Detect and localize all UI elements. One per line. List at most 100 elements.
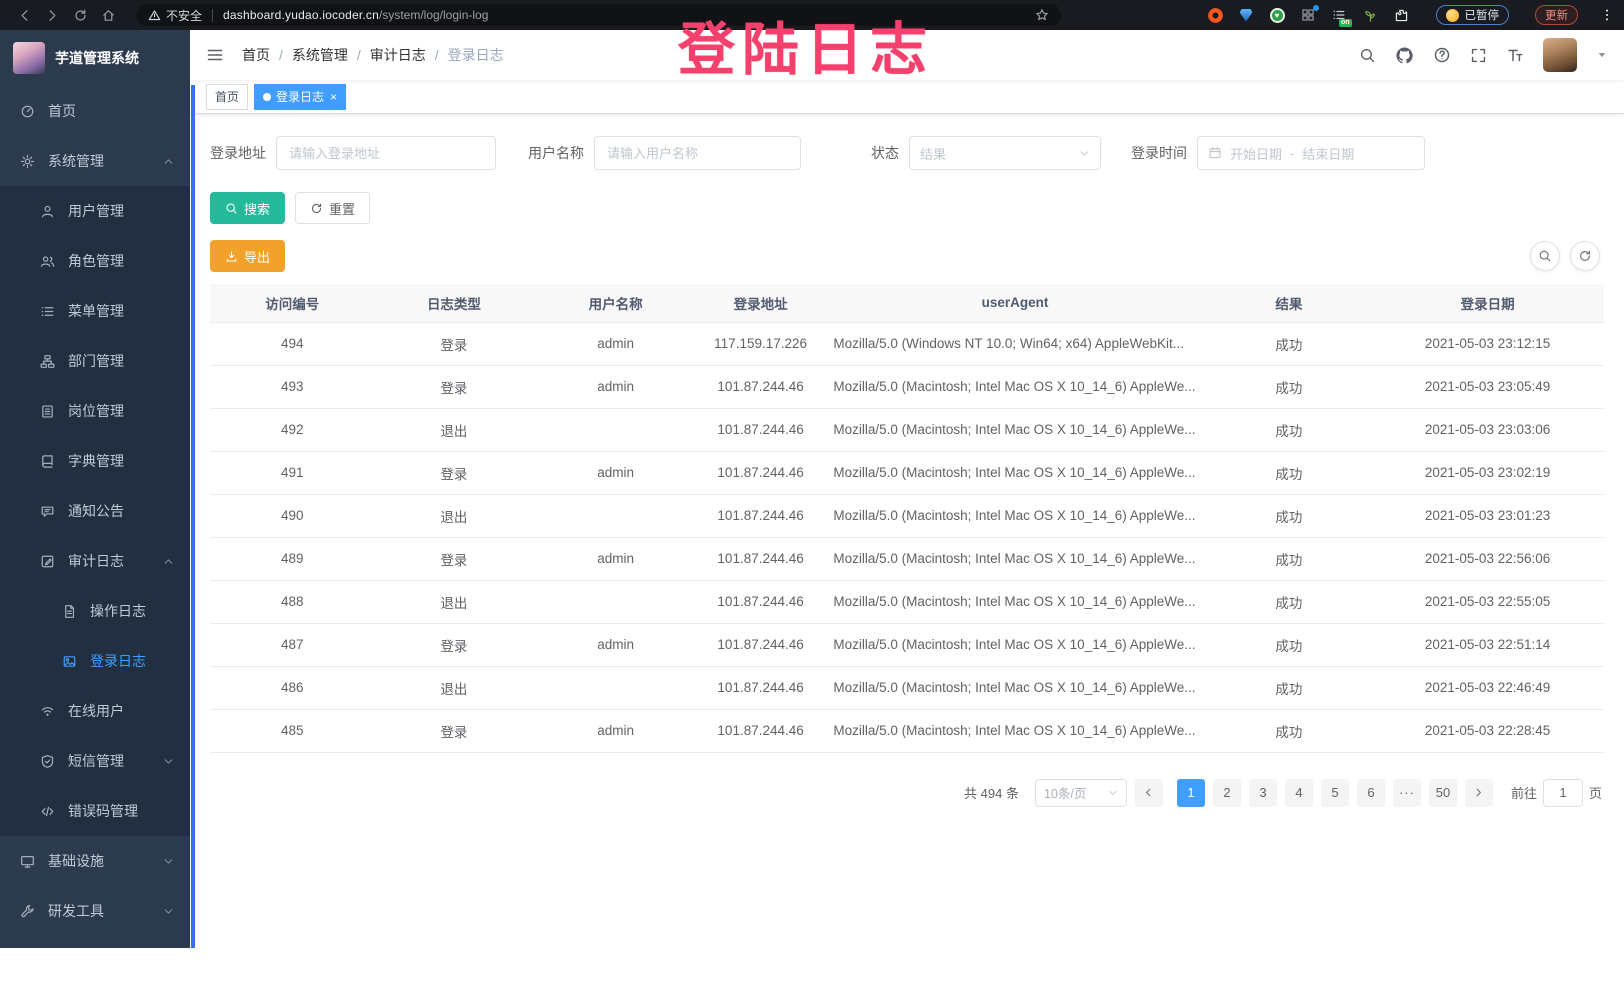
sidebar-item-研发工具[interactable]: 研发工具	[0, 886, 190, 936]
bookmark-star-icon[interactable]	[1035, 8, 1049, 22]
sidebar-item-部门管理[interactable]: 部门管理	[0, 336, 190, 386]
address-bar[interactable]: 不安全 dashboard.yudao.iocoder.cn /system/l…	[136, 4, 1061, 26]
cell-date: 2021-05-03 22:56:06	[1371, 537, 1604, 581]
page-button-50[interactable]: 50	[1428, 778, 1457, 807]
cell-id: 486	[210, 666, 375, 710]
caret-down-icon[interactable]	[1596, 49, 1608, 61]
sidebar-item-错误码管理[interactable]: 错误码管理	[0, 786, 190, 836]
url-divider	[212, 8, 214, 22]
export-button[interactable]: 导出	[210, 240, 286, 272]
cell-user_agent: Mozilla/5.0 (Windows NT 10.0; Win64; x64…	[823, 322, 1207, 366]
sidebar-item-首页[interactable]: 首页	[0, 86, 190, 136]
forward-icon[interactable]	[38, 3, 66, 27]
cell-ip: 101.87.244.46	[697, 494, 824, 538]
login-address-input[interactable]	[276, 136, 496, 170]
page-size-select[interactable]: 10条/页	[1034, 778, 1127, 807]
tags-bar: 首页 登录日志 ×	[190, 80, 1624, 114]
date-separator: -	[1290, 145, 1295, 161]
back-icon[interactable]	[10, 3, 38, 27]
close-icon[interactable]: ×	[330, 89, 338, 104]
login-address-label: 登录地址	[210, 145, 266, 161]
filter-buttons: 搜索 重置	[210, 192, 1604, 224]
cell-id: 493	[210, 365, 375, 409]
page-ellipsis[interactable]: ···	[1392, 778, 1421, 807]
username-input[interactable]	[594, 136, 801, 170]
sms-shield-icon	[40, 754, 56, 769]
extension-list-icon[interactable]: on	[1331, 7, 1352, 27]
refresh-table-button[interactable]	[1570, 241, 1600, 271]
prev-page-button[interactable]	[1134, 778, 1163, 807]
infrastructure-icon	[20, 854, 36, 869]
user-avatar[interactable]	[1543, 38, 1577, 72]
sidebar: 芋道管理系统 首页 系统管理 用户管理 角色管理 菜单管理 部门管理 岗位管理 字典管理 通知公…	[0, 30, 190, 948]
date-range-picker[interactable]: 开始日期 - 结束日期	[1197, 136, 1425, 170]
help-icon[interactable]	[1433, 46, 1451, 64]
page-button-4[interactable]: 4	[1284, 778, 1313, 807]
url-host: dashboard.yudao.iocoder.cn	[223, 8, 379, 22]
sidebar-item-登录日志[interactable]: 登录日志	[0, 636, 190, 686]
warning-icon	[148, 9, 161, 22]
app-logo[interactable]: 芋道管理系统	[0, 30, 190, 86]
chevron-down-icon	[163, 906, 174, 917]
sidebar-item-系统管理[interactable]: 系统管理	[0, 136, 190, 186]
column-header: 访问编号	[210, 284, 375, 323]
font-size-icon[interactable]	[1506, 46, 1524, 64]
url-path: /system/log/login-log	[379, 8, 489, 22]
browser-menu-icon[interactable]	[1600, 8, 1614, 22]
table-row: 489 登录 admin 101.87.244.46 Mozilla/5.0 (Maci…	[210, 537, 1604, 581]
breadcrumb-item[interactable]: 审计日志	[369, 47, 426, 63]
online-user-icon	[40, 704, 56, 719]
page-button-3[interactable]: 3	[1248, 778, 1277, 807]
table-row: 492 退出 101.87.244.46 Mozilla/5.0 (Macintosh…	[210, 408, 1604, 452]
sidebar-item-在线用户[interactable]: 在线用户	[0, 686, 190, 736]
reload-icon[interactable]	[66, 3, 94, 27]
extension-grid-icon[interactable]	[1300, 4, 1319, 24]
profile-paused-pill[interactable]: 已暂停	[1435, 5, 1509, 25]
status-select[interactable]: 结果	[909, 136, 1101, 170]
header-search-icon[interactable]	[1359, 47, 1376, 64]
page-button-1[interactable]: 1	[1176, 778, 1205, 807]
reset-button[interactable]: 重置	[295, 192, 371, 224]
breadcrumb-item[interactable]: 首页	[242, 47, 270, 63]
extension-sprout-icon[interactable]	[1362, 7, 1379, 24]
github-icon[interactable]	[1395, 46, 1414, 65]
tag-登录日志[interactable]: 登录日志 ×	[254, 83, 347, 110]
hamburger-icon[interactable]	[206, 46, 224, 64]
home-icon[interactable]	[94, 3, 122, 27]
sidebar-item-字典管理[interactable]: 字典管理	[0, 436, 190, 486]
sidebar-item-岗位管理[interactable]: 岗位管理	[0, 386, 190, 436]
roles-icon	[40, 254, 56, 269]
sidebar-item-短信管理[interactable]: 短信管理	[0, 736, 190, 786]
sidebar-item-用户管理[interactable]: 用户管理	[0, 186, 190, 236]
search-button[interactable]: 搜索	[210, 192, 286, 224]
gear-icon	[20, 154, 36, 169]
page-buttons: 1 2 3 4 5 6 ··· 50	[1176, 778, 1457, 807]
toggle-search-button[interactable]	[1530, 241, 1560, 271]
table-row: 487 登录 admin 101.87.244.46 Mozilla/5.0 (Maci…	[210, 623, 1604, 667]
cell-username: admin	[533, 365, 698, 409]
sidebar-item-角色管理[interactable]: 角色管理	[0, 236, 190, 286]
extension-green-icon[interactable]: ♥	[1269, 7, 1286, 24]
page-button-6[interactable]: 6	[1356, 778, 1385, 807]
page-button-5[interactable]: 5	[1320, 778, 1349, 807]
next-page-button[interactable]	[1464, 778, 1493, 807]
fullscreen-icon[interactable]	[1470, 47, 1487, 64]
page-button-2[interactable]: 2	[1212, 778, 1241, 807]
goto-page-input[interactable]	[1542, 778, 1583, 807]
sidebar-item-通知公告[interactable]: 通知公告	[0, 486, 190, 536]
sidebar-item-审计日志[interactable]: 审计日志	[0, 536, 190, 586]
extensions-puzzle-icon[interactable]	[1393, 7, 1410, 24]
active-tag-dot	[263, 92, 272, 101]
security-warning[interactable]: 不安全	[148, 7, 202, 24]
chevron-right-icon	[1473, 787, 1484, 798]
extension-gem-icon[interactable]	[1238, 7, 1255, 24]
breadcrumb-item[interactable]: 系统管理	[291, 47, 348, 63]
sidebar-item-菜单管理[interactable]: 菜单管理	[0, 286, 190, 336]
tag-首页[interactable]: 首页	[206, 83, 249, 110]
scrollbar-strip[interactable]	[191, 85, 195, 948]
sidebar-item-操作日志[interactable]: 操作日志	[0, 586, 190, 636]
sidebar-item-基础设施[interactable]: 基础设施	[0, 836, 190, 886]
chevron-up-icon	[163, 556, 174, 567]
browser-update-button[interactable]: 更新	[1535, 5, 1578, 25]
extension-orange-icon[interactable]	[1207, 7, 1224, 24]
